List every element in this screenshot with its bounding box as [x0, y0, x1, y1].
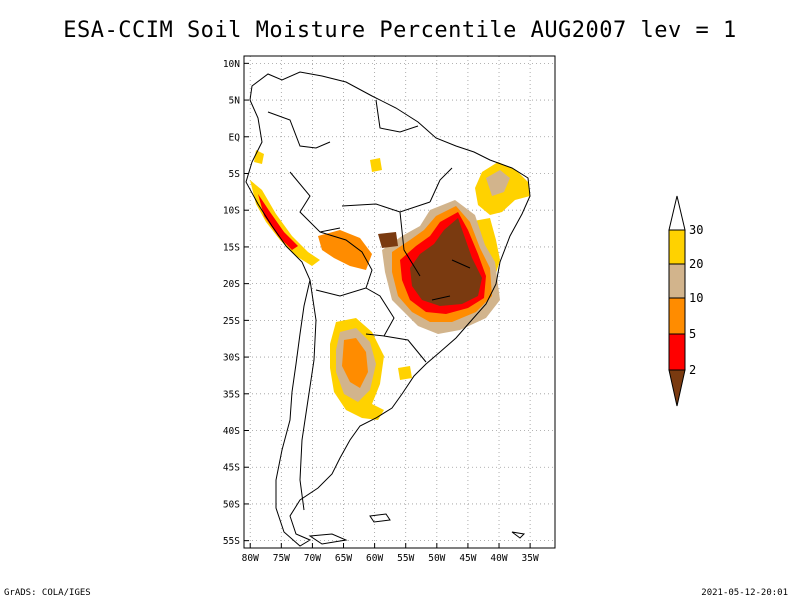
- lat-label: 55S: [223, 536, 240, 547]
- border-brazil-uruguay: [383, 335, 427, 363]
- border-bolivia: [315, 231, 373, 297]
- lat-label: 35S: [223, 389, 240, 400]
- lon-label: 50W: [428, 553, 445, 564]
- lat-label: 25S: [223, 316, 240, 327]
- shade-yellow-uruguay: [398, 366, 412, 380]
- lon-label: 60W: [366, 553, 383, 564]
- lat-label: 5N: [229, 96, 241, 107]
- footer-credit: GrADS: COLA/IGES: [4, 588, 91, 598]
- shade-orange-argentina: [342, 338, 368, 388]
- shade-brown-brazil: [410, 218, 482, 306]
- border-brazil-states: [399, 167, 471, 301]
- shade-yellow-amazon: [370, 158, 382, 172]
- lon-label: 40W: [490, 553, 507, 564]
- grid-lines: [244, 56, 555, 548]
- border-guianas: [375, 99, 419, 133]
- colorbar-band-10-20: [668, 263, 686, 299]
- longitude-labels: 80W 75W 70W 65W 60W 55W 50W 45W 40W 35W: [242, 553, 539, 564]
- lon-label: 70W: [304, 553, 321, 564]
- colorbar-band-5-10: [668, 297, 686, 335]
- border-brazil-west: [341, 201, 431, 213]
- lat-label: EQ: [229, 132, 241, 143]
- colorbar-band-2-5: [668, 333, 686, 371]
- lon-label: 80W: [242, 553, 259, 564]
- border-paraguay: [365, 287, 395, 337]
- tierra-del-fuego-outline: [308, 533, 348, 545]
- shade-red-peru: [258, 194, 298, 250]
- lat-label: 30S: [223, 353, 240, 364]
- footer-timestamp: 2021-05-12-20:01: [701, 588, 788, 598]
- map-title: ESA-CCIM Soil Moisture Percentile AUG200…: [63, 18, 737, 43]
- lat-label: 10N: [223, 59, 240, 70]
- lat-label: 5S: [229, 169, 241, 180]
- colorbar-top-triangle: [668, 195, 686, 231]
- lat-label: 15S: [223, 242, 240, 253]
- lon-label: 35W: [522, 553, 539, 564]
- shade-brown-patch-west: [378, 232, 398, 248]
- lat-label: 45S: [223, 463, 240, 474]
- colorbar-label-30: 30: [689, 223, 703, 237]
- border-argentina-chile: [299, 279, 317, 511]
- continent-outline: [245, 71, 531, 547]
- lon-label: 45W: [459, 553, 476, 564]
- lat-label: 20S: [223, 279, 240, 290]
- shade-tan-northeast: [486, 170, 510, 196]
- colorbar-band-20-30: [668, 229, 686, 265]
- colorbar-label-5: 5: [689, 327, 696, 341]
- lat-label: 50S: [223, 499, 240, 510]
- colorbar-label-20: 20: [689, 257, 703, 271]
- border-peru-brazil: [289, 171, 341, 233]
- colorbar-label-10: 10: [689, 291, 703, 305]
- lon-label: 75W: [273, 553, 290, 564]
- plot-frame: [243, 55, 556, 549]
- colorbar-bottom-triangle: [668, 369, 686, 407]
- coastline-and-borders: [245, 71, 531, 547]
- colorbar: 30 20 10 5 2: [668, 195, 703, 407]
- south-georgia-outline: [511, 531, 526, 539]
- lat-label: 10S: [223, 206, 240, 217]
- lon-label: 65W: [335, 553, 352, 564]
- soil-moisture-shading: [250, 150, 530, 420]
- falklands-outline: [369, 513, 391, 523]
- border-colombia-venezuela: [267, 111, 331, 149]
- shade-orange-bolivia: [318, 230, 372, 270]
- lat-label: 40S: [223, 426, 240, 437]
- colorbar-label-2: 2: [689, 363, 696, 377]
- shade-yellow-peru: [250, 180, 320, 266]
- lon-label: 55W: [397, 553, 414, 564]
- latitude-labels: 10N 5N EQ 5S 10S 15S 20S 25S 30S 35S 40S 45S 50S 55S: [223, 59, 240, 547]
